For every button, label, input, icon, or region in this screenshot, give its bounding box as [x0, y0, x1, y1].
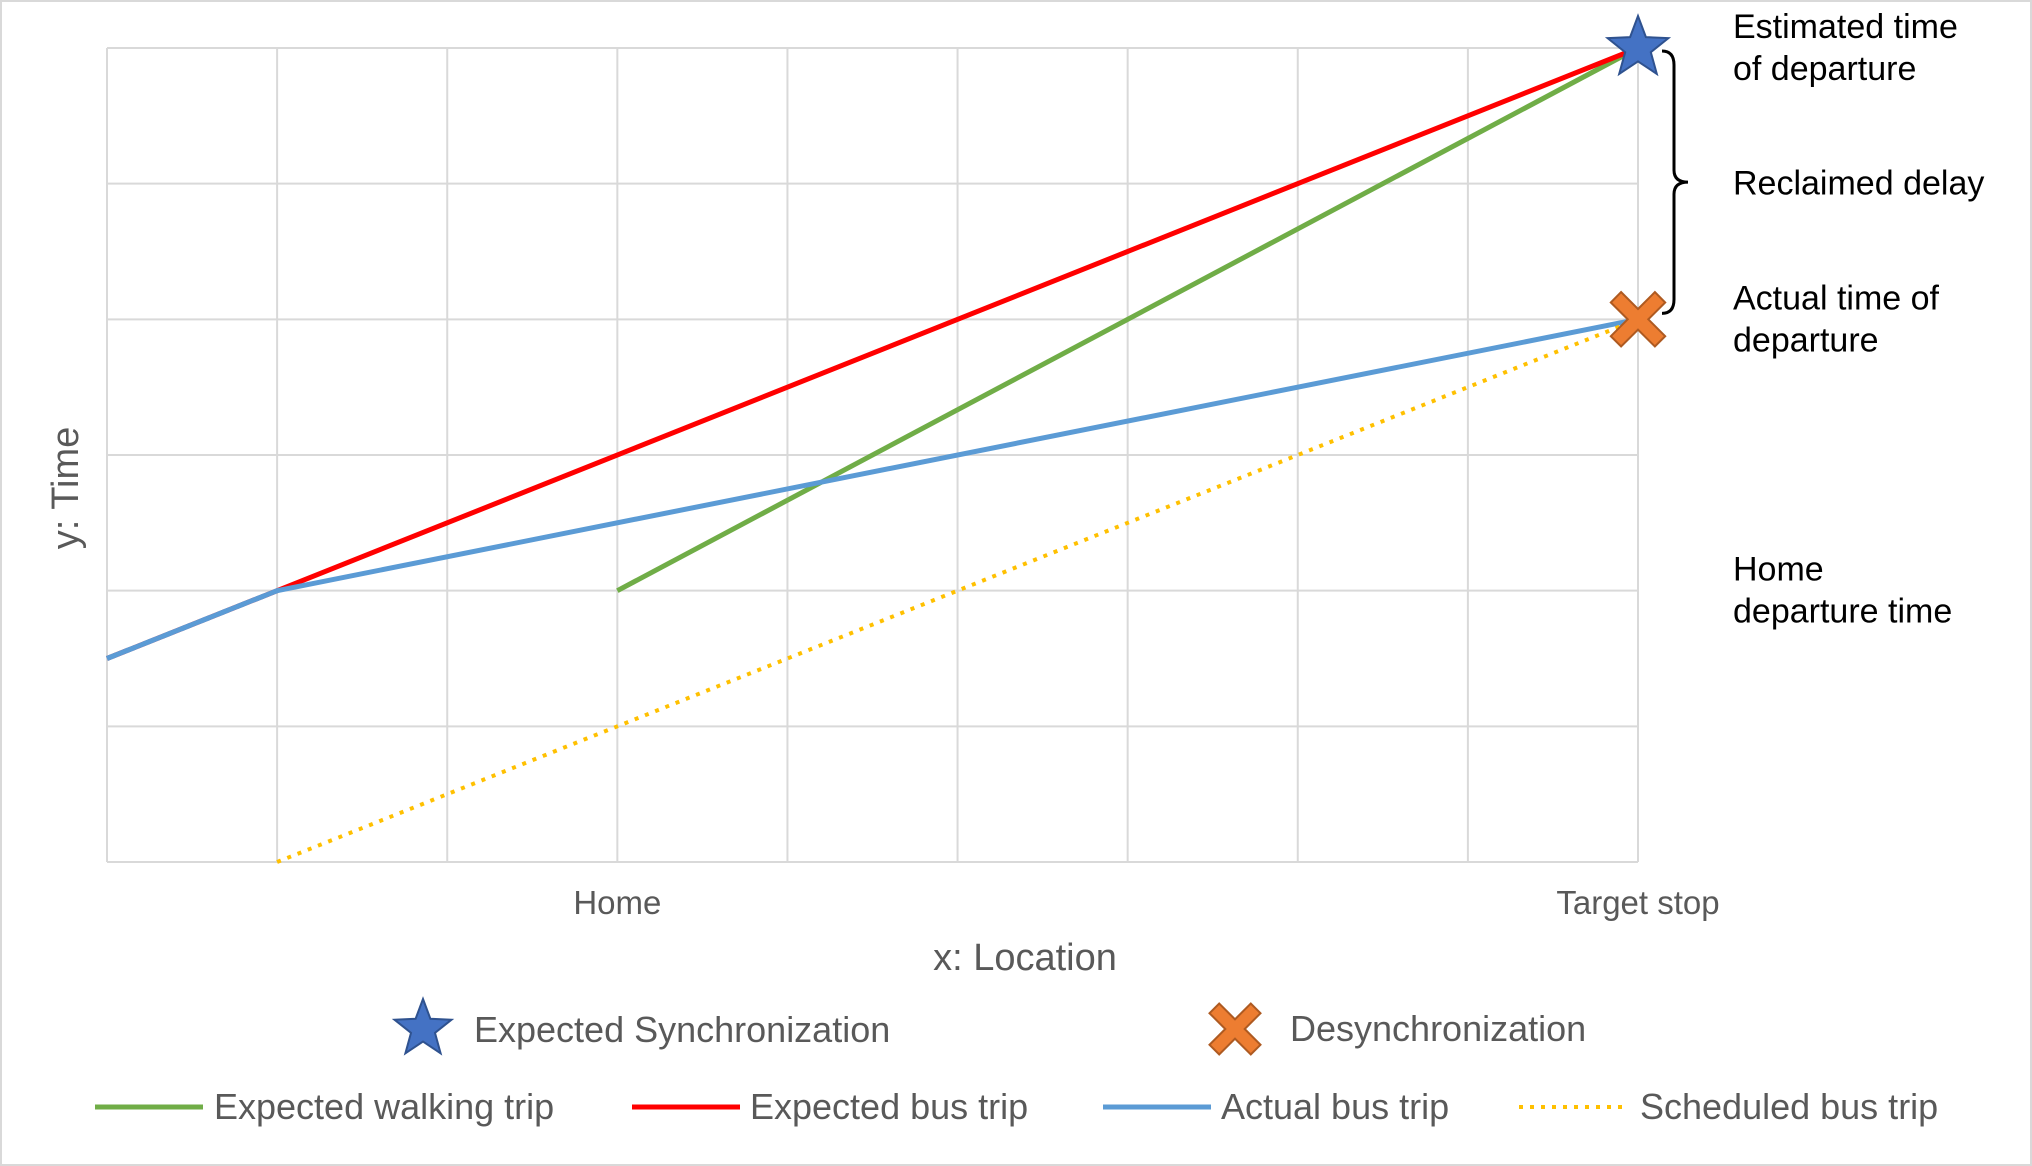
marker-expected-synchronization — [1604, 13, 1672, 77]
annotation-line: departure — [1733, 321, 1879, 359]
annotation-line: Actual time of — [1733, 279, 1940, 317]
legend-label-expected-synchronization: Expected Synchronization — [474, 1009, 890, 1050]
series-lines — [106, 45, 1640, 864]
x-axis-title: x: Location — [933, 937, 1117, 979]
marker-desynchronization — [1609, 290, 1667, 348]
x-tick-label: Target stop — [1556, 884, 1719, 921]
legend-label-scheduled-bus-trip: Scheduled bus trip — [1640, 1086, 1938, 1127]
x-tick-label: Home — [573, 884, 661, 921]
series-line-expected-walking-trip — [616, 45, 1640, 593]
annotation-line: departure time — [1733, 593, 1952, 631]
legend-label-desynchronization: Desynchronization — [1290, 1008, 1586, 1049]
annotations: Estimated time of departure Reclaimed dela… — [1733, 8, 1984, 631]
legend-label-expected-walking-trip: Expected walking trip — [214, 1086, 554, 1127]
legend-symbol-expected-synchronization — [391, 996, 455, 1056]
legend: Expected Synchronization Desynchronizatio… — [95, 996, 1938, 1127]
x-tick-labels: Home Target stop — [573, 884, 1719, 921]
reclaimed-delay-brace — [1661, 49, 1689, 315]
series-line-scheduled-bus-trip — [276, 317, 1639, 864]
legend-symbol-desynchronization — [1208, 1002, 1262, 1056]
brace-path — [1661, 49, 1689, 315]
legend-label-actual-bus-trip: Actual bus trip — [1221, 1086, 1449, 1127]
annotation-line: Estimated time — [1733, 8, 1958, 46]
annotation-line: of departure — [1733, 50, 1916, 88]
data-markers — [1604, 13, 1672, 348]
annotation-line: Home — [1733, 551, 1824, 589]
gridlines — [106, 47, 1639, 863]
legend-label-expected-bus-trip: Expected bus trip — [750, 1086, 1028, 1127]
annotation-line: Reclaimed delay — [1733, 165, 1984, 203]
y-axis-title: y: Time — [45, 427, 87, 549]
